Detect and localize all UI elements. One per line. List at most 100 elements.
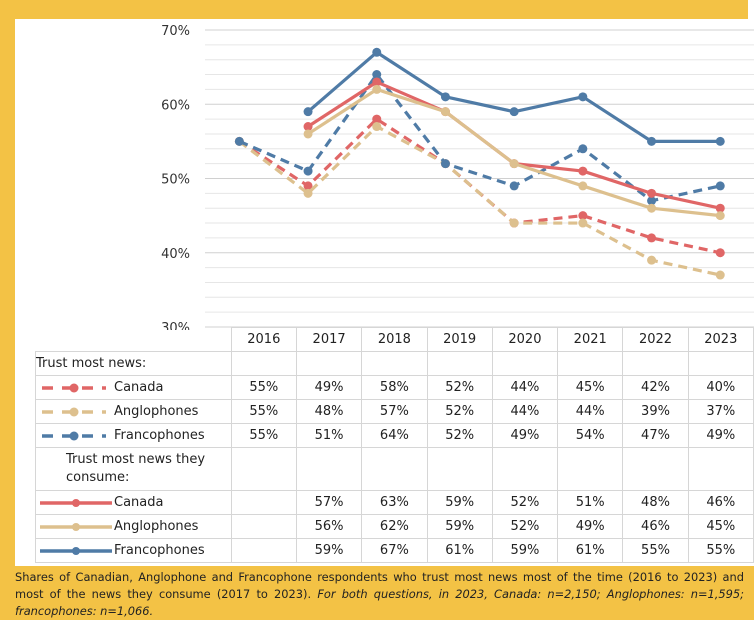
value-cell: 62% [361,514,428,539]
data-point [715,270,725,280]
data-point [647,196,657,206]
value-cell: 48% [295,399,363,424]
value-cell: 54% [557,423,624,448]
data-point [647,188,657,198]
value-cell: 49% [557,514,624,539]
value-cell: 49% [687,423,754,448]
value-cell: 58% [361,375,428,400]
y-tick-label: 40% [161,247,190,262]
year-label: 2019 [426,327,493,352]
empty-cell [491,447,559,491]
value-cell: 59% [491,538,559,563]
series-label: Canada [35,490,232,515]
year-label: 2017 [295,327,363,352]
series-line-dashed-anglophones [238,124,721,277]
legend-swatch [42,383,106,392]
table-header-row: 2016 2017 2018 2019 2020 2021 2022 2023 [36,327,754,352]
line-chart: 30% 40% 50% 60% 70% [161,24,754,330]
value-cell: 39% [622,399,689,424]
frame-top [0,0,748,19]
empty-cell [687,351,754,376]
y-tick-label: 50% [161,173,190,188]
value-cell: 49% [295,375,363,400]
legend-swatch [40,546,112,555]
empty-cell [230,351,297,376]
legend-swatch [42,431,106,440]
series-name: Canada [114,495,164,510]
value-cell: 56% [295,514,363,539]
data-point [647,233,657,243]
value-cell: 55% [622,538,689,563]
value-cell: 48% [622,490,689,515]
data-point [509,218,519,228]
value-cell: 59% [426,514,493,539]
table-row: Anglophones 56% 62% 59% 52% 49% 46% 45% [35,514,754,539]
year-label: 2016 [230,327,297,352]
value-cell: 64% [361,423,428,448]
data-point [372,47,382,57]
data-point [715,136,725,146]
year-label: 2021 [557,327,624,352]
value-cell: 49% [491,423,559,448]
y-tick-label: 30% [161,321,190,330]
empty-cell [622,447,689,491]
section-title: Trust most news: [35,351,232,376]
data-point [303,181,313,191]
data-point [440,159,450,169]
value-cell: 61% [557,538,624,563]
table-section-row: Trust most news: [35,351,754,376]
frame-left [0,0,15,620]
empty-cell [687,447,754,491]
value-cell: 44% [491,375,559,400]
empty-cell [295,447,363,491]
value-cell: 55% [230,399,297,424]
value-cell: 45% [557,375,624,400]
data-point [715,248,725,258]
empty-cell [426,351,493,376]
legend-swatch [40,498,112,507]
series-name: Francophones [114,543,205,558]
data-point [303,107,313,117]
value-cell: 63% [361,490,428,515]
data-point [647,255,657,265]
series-name: Anglophones [114,519,199,534]
data-point [578,144,588,154]
series-label: Canada [35,375,232,400]
value-cell: 55% [230,375,297,400]
value-cell: 61% [426,538,493,563]
empty-cell [622,351,689,376]
value-cell: 44% [557,399,624,424]
value-cell: 45% [687,514,754,539]
series-line-dashed-francophones [238,72,721,203]
data-point [440,107,450,117]
value-cell: 44% [491,399,559,424]
series-label: Francophones [35,423,232,448]
value-cell: 55% [687,538,754,563]
data-point [509,159,519,169]
data-table: 2016 2017 2018 2019 2020 2021 2022 2023 Trust mo… [35,327,754,563]
data-point [578,92,588,102]
caption: Shares of Canadian, Anglophone and Franc… [0,566,754,620]
data-point [303,129,313,139]
value-cell: 57% [295,490,363,515]
year-label: 2018 [361,327,428,352]
value-cell: 59% [426,490,493,515]
value-cell: 37% [687,399,754,424]
table-row: Anglophones 55% 48% 57% 52% 44% 44% 39% 37% [35,399,754,424]
table-row: Francophones 55% 51% 64% 52% 49% 54% 47% 49% [35,423,754,448]
data-point [440,92,450,102]
data-point [372,122,382,132]
value-cell: 57% [361,399,428,424]
value-cell: 47% [622,423,689,448]
legend-swatch [40,522,112,531]
value-cell: 55% [230,423,297,448]
data-point [509,107,519,117]
value-cell: 67% [361,538,428,563]
data-point [372,70,382,80]
legend-swatch [42,407,106,416]
series-label: Francophones [35,538,232,563]
value-cell: 51% [557,490,624,515]
empty-cell [295,351,363,376]
caption-text: Shares of Canadian, Anglophone and Franc… [15,570,744,601]
data-point [372,84,382,94]
